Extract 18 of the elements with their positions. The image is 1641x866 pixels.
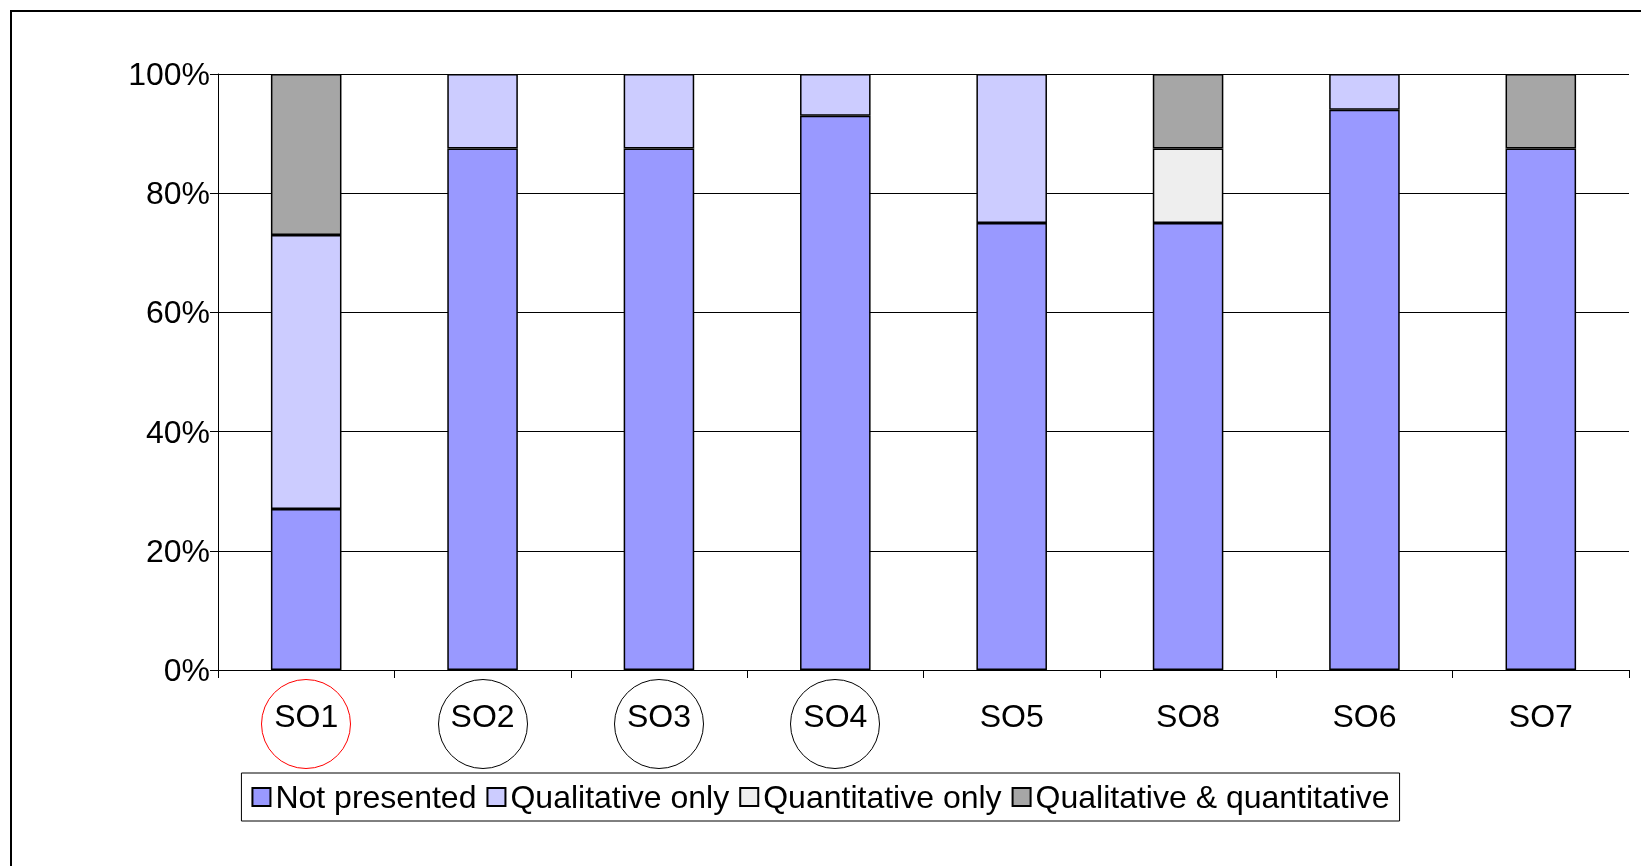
x-tick-label: SO7 [1508,698,1573,734]
y-tick-label: 100% [128,56,210,92]
x-tick-label: SO1 [274,698,339,734]
x-tick-label: SO4 [803,698,868,734]
legend-label: Qualitative & quantitative [1035,779,1390,815]
y-tick-label: 80% [145,175,210,212]
y-tick-label: 60% [145,294,210,331]
x-tick-label: SO6 [1332,698,1397,734]
y-tick-label: 20% [145,532,210,569]
x-tick-label: SO8 [1156,698,1221,734]
y-tick-label: 40% [145,413,210,450]
x-tick-label: SO2 [450,698,515,734]
legend-label: Not presented [275,779,477,815]
legend-label: Quantitative only [763,779,1002,815]
legend-label: Qualitative only [510,779,730,815]
y-tick-label: 0% [163,652,210,688]
x-tick-label: SO3 [626,698,691,734]
x-tick-label: SO5 [979,698,1044,734]
